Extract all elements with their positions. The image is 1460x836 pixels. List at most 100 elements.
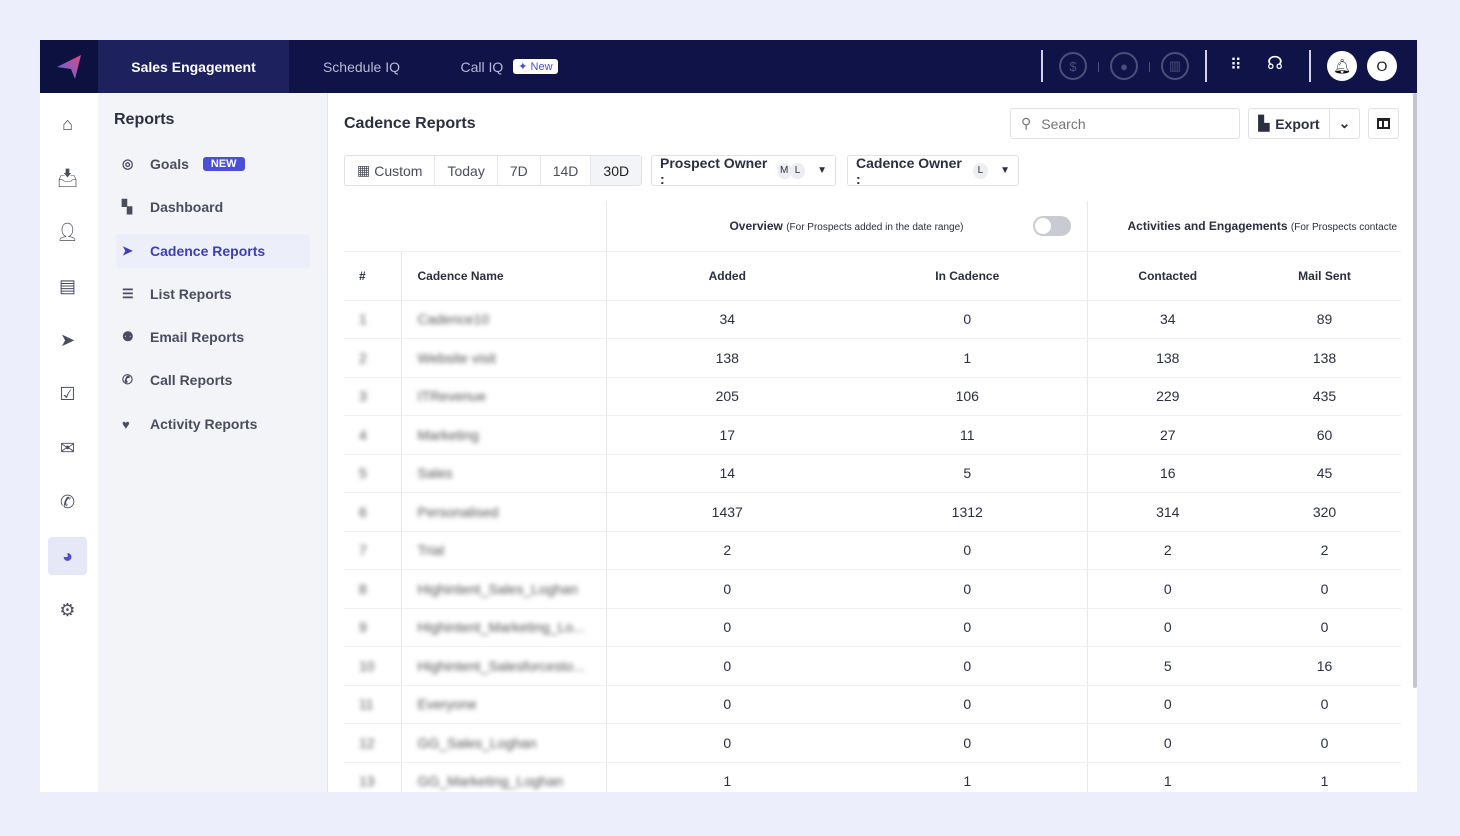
search-box[interactable]: ⚲ xyxy=(1010,108,1240,139)
added-count: 34 xyxy=(606,300,848,339)
range-30d[interactable]: 30D xyxy=(591,156,642,185)
in-cadence-count: 0 xyxy=(848,646,1088,686)
table-row[interactable]: 2 Website visit 138 1 138 138 xyxy=(344,338,1401,378)
scrollbar[interactable] xyxy=(1413,93,1417,688)
sidebar-item-dashboard[interactable]: ▚ Dashboard xyxy=(116,190,310,224)
in-cadence-count: 0 xyxy=(848,685,1088,724)
added-count: 138 xyxy=(606,338,848,378)
sidebar-item-goals[interactable]: ◎ Goals NEW xyxy=(116,147,310,181)
chevron-down-icon: ⌄ xyxy=(1338,115,1351,131)
table-row[interactable]: 5 Sales 14 5 16 45 xyxy=(344,454,1401,493)
table-row[interactable]: 8 Highintent_Sales_Loghan 0 0 0 0 xyxy=(344,569,1401,609)
logo-icon[interactable] xyxy=(40,40,98,93)
sidebar-item-cadence-reports[interactable]: ➤ Cadence Reports xyxy=(116,234,310,268)
gear-icon[interactable]: ⚙ xyxy=(59,599,76,620)
user-icon[interactable]: 👤︎ xyxy=(56,221,79,242)
home-icon[interactable]: ⌂ xyxy=(62,113,73,134)
sidebar-item-activity-reports[interactable]: ♥ Activity Reports xyxy=(116,407,310,441)
in-cadence-count: 0 xyxy=(848,531,1088,570)
col-header-mail-sent[interactable]: Mail Sent xyxy=(1248,251,1401,301)
paper-plane-icon: ➤ xyxy=(122,243,133,258)
row-index: 5 xyxy=(344,454,402,493)
inbox-icon[interactable]: 📥︎ xyxy=(56,167,79,188)
mail-sent-count: 0 xyxy=(1248,685,1401,724)
cadence-name[interactable]: GG_Marketing_Loghan xyxy=(401,762,607,792)
cadence-name[interactable]: Marketing xyxy=(401,415,607,455)
heartbeat-icon: ♥ xyxy=(122,416,130,432)
cadence-owner-dropdown[interactable]: Cadence Owner : L ▼ xyxy=(847,154,1019,187)
table-row[interactable]: 1 Cadence10 34 0 34 89 xyxy=(344,300,1401,339)
dialpad-icon[interactable]: ⠿ xyxy=(1230,57,1242,74)
sidebar-item-call-reports[interactable]: ✆ Call Reports xyxy=(116,363,310,397)
row-index: 10 xyxy=(344,646,402,686)
dollar-icon[interactable]: $ xyxy=(1059,52,1087,80)
range-7d[interactable]: 7D xyxy=(498,156,541,185)
in-cadence-count: 0 xyxy=(848,723,1088,763)
tab-call-iq[interactable]: Call IQ ✦ New xyxy=(434,40,584,93)
sidebar-item-email-reports[interactable]: ⚉ Email Reports xyxy=(116,320,310,354)
range-custom[interactable]: ▦ Custom xyxy=(345,156,436,185)
col-header-index[interactable]: # xyxy=(344,251,402,301)
row-index: 6 xyxy=(344,492,402,532)
cadence-name[interactable]: Everyone xyxy=(401,685,607,724)
sidebar-item-label: Email Reports xyxy=(150,329,245,345)
table-row[interactable]: 4 Marketing 17 11 27 60 xyxy=(344,415,1401,455)
avatar[interactable]: O xyxy=(1367,51,1397,81)
range-today[interactable]: Today xyxy=(435,156,498,185)
phone-icon: ✆ xyxy=(122,372,133,387)
clipboard-check-icon[interactable]: ☑ xyxy=(59,383,76,404)
cadence-name[interactable]: Sales xyxy=(401,454,607,493)
search-input[interactable] xyxy=(1041,115,1222,132)
mail-sent-count: 16 xyxy=(1248,646,1401,686)
user-circle-icon[interactable]: ● xyxy=(1110,52,1138,80)
bell-icon[interactable]: 🔔︎ xyxy=(1327,51,1357,81)
overview-toggle[interactable] xyxy=(1032,216,1071,236)
cadence-name[interactable]: GG_Sales_Loghan xyxy=(401,723,607,763)
divider xyxy=(1309,50,1311,82)
envelope-icon[interactable]: ✉ xyxy=(59,437,76,458)
cadence-name[interactable]: Trial xyxy=(401,531,607,570)
col-header-contacted[interactable]: Contacted xyxy=(1087,251,1248,301)
table-row[interactable]: 12 GG_Sales_Loghan 0 0 0 0 xyxy=(344,723,1401,763)
contacted-count: 5 xyxy=(1087,646,1248,686)
table-row[interactable]: 11 Everyone 0 0 0 0 xyxy=(344,685,1401,724)
list-icon: ☰ xyxy=(122,286,134,301)
sidebar-item-list-reports[interactable]: ☰ List Reports xyxy=(116,277,310,311)
cadence-name[interactable]: Highintent_Marketing_Lo... xyxy=(401,608,607,647)
group-title: Overview xyxy=(729,218,783,233)
col-header-added[interactable]: Added xyxy=(606,251,848,301)
table-row[interactable]: 7 Trial 2 0 2 2 xyxy=(344,531,1401,570)
table-row[interactable]: 10 Highintent_Salesforcesto... 0 0 5 16 xyxy=(344,646,1401,686)
paper-plane-icon[interactable]: ➤ xyxy=(59,329,76,350)
export-button[interactable]: ▙ Export xyxy=(1249,109,1330,138)
date-range-selector: ▦ Custom Today 7D 14D 30D xyxy=(344,155,643,186)
headset-icon[interactable]: ☊ xyxy=(1267,53,1283,73)
bar-chart-icon[interactable]: ▥ xyxy=(1161,52,1189,80)
col-header-in-cadence[interactable]: In Cadence xyxy=(848,251,1088,301)
table-row[interactable]: 3 ITRevenue 205 106 229 435 xyxy=(344,377,1401,416)
cadence-name[interactable]: Highintent_Sales_Loghan xyxy=(401,569,607,609)
owner-avatar: L xyxy=(789,162,806,179)
tab-sales-engagement[interactable]: Sales Engagement xyxy=(98,40,289,93)
export-button-group: ▙ Export ⌄ xyxy=(1248,108,1360,139)
in-cadence-count: 5 xyxy=(848,454,1088,493)
col-header-cadence-name[interactable]: Cadence Name xyxy=(401,251,607,301)
pie-chart-icon[interactable]: ◕ xyxy=(48,537,87,575)
cadence-name[interactable]: Highintent_Salesforcesto... xyxy=(401,646,607,686)
cadence-name[interactable]: Cadence10 xyxy=(401,300,607,339)
dropdown-label: Cadence Owner : xyxy=(856,154,962,187)
cadence-name[interactable]: Personalised xyxy=(401,492,607,532)
prospect-owner-dropdown[interactable]: Prospect Owner : M L ▼ xyxy=(651,155,836,187)
phone-icon[interactable]: ✆ xyxy=(59,491,76,512)
table-row[interactable]: 13 GG_Marketing_Loghan 1 1 1 1 xyxy=(344,762,1401,792)
cadence-name[interactable]: Website visit xyxy=(401,338,607,378)
range-14d[interactable]: 14D xyxy=(541,156,592,185)
export-dropdown-button[interactable]: ⌄ xyxy=(1330,109,1359,138)
mail-sent-count: 60 xyxy=(1248,415,1401,455)
table-row[interactable]: 6 Personalised 1437 1312 314 320 xyxy=(344,492,1401,532)
cadence-name[interactable]: ITRevenue xyxy=(401,377,607,416)
tab-schedule-iq[interactable]: Schedule IQ xyxy=(289,40,434,93)
table-row[interactable]: 9 Highintent_Marketing_Lo... 0 0 0 0 xyxy=(344,608,1401,647)
accounts-icon[interactable]: ▤ xyxy=(58,275,76,296)
columns-button[interactable] xyxy=(1368,108,1399,139)
